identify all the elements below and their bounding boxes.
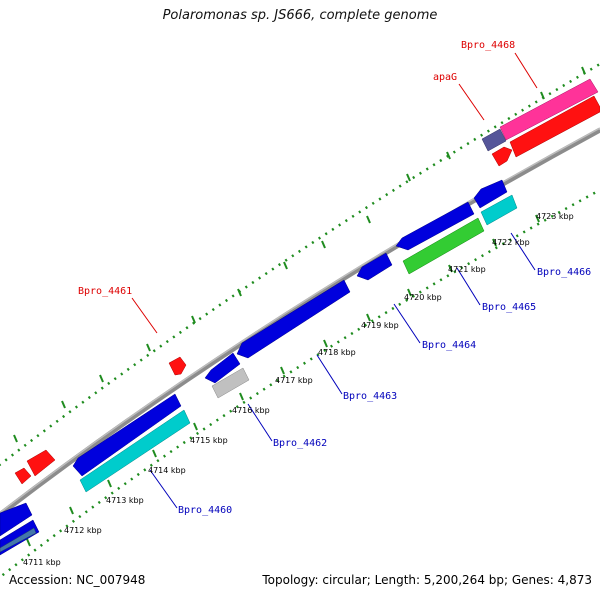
gene-feature[interactable] (79, 409, 191, 493)
gene-feature[interactable] (168, 356, 187, 376)
accession-text: Accession: NC_007948 (9, 573, 146, 587)
tick-label: 4722 kbp (492, 238, 530, 247)
tick-label: 4721 kbp (448, 265, 486, 274)
tick-label: 4718 kbp (318, 348, 356, 357)
forward-strand-genes (14, 78, 600, 485)
gene-labels: Bpro_4468 apaG Bpro_4461 Bpro_4466 Bpro_… (78, 40, 591, 516)
gene-feature[interactable] (211, 367, 250, 399)
inner-tick-marks (26, 214, 540, 547)
gene-feature[interactable] (481, 128, 507, 152)
gene-feature[interactable] (402, 217, 485, 275)
tick-label: 4714 kbp (148, 466, 186, 475)
gene-feature[interactable] (395, 201, 475, 251)
gene-feature[interactable] (499, 78, 599, 141)
gene-label[interactable]: Bpro_4465 (482, 302, 536, 313)
gene-feature[interactable] (236, 279, 351, 359)
tick-label: 4720 kbp (404, 293, 442, 302)
tick-label: 4719 kbp (361, 321, 399, 330)
gene-feature[interactable] (480, 194, 518, 226)
gene-feature[interactable] (204, 352, 241, 384)
gene-feature[interactable] (26, 449, 56, 477)
label-leader-lines (131, 52, 538, 509)
tick-label: 4723 kbp (536, 212, 574, 221)
gene-label[interactable]: apaG (433, 72, 457, 83)
tick-labels: 4711 kbp 4712 kbp 4713 kbp 4714 kbp 4715… (23, 212, 574, 567)
gene-feature[interactable] (0, 527, 37, 553)
gene-feature[interactable] (491, 146, 513, 167)
gene-feature[interactable] (356, 252, 393, 281)
reverse-strand-genes (0, 179, 518, 556)
tick-label: 4717 kbp (275, 376, 313, 385)
gene-feature[interactable] (473, 179, 508, 209)
outer-dotted-ring (0, 62, 600, 467)
gene-feature[interactable] (0, 502, 33, 537)
gene-label[interactable]: Bpro_4462 (273, 438, 327, 449)
gene-feature[interactable] (509, 95, 600, 158)
gene-label[interactable]: Bpro_4463 (343, 391, 397, 402)
gene-label[interactable]: Bpro_4466 (537, 267, 591, 278)
map-title: Polaromonas sp. JS666, complete genome (162, 8, 438, 23)
gene-label[interactable]: Bpro_4468 (461, 40, 515, 51)
genome-summary-text: Topology: circular; Length: 5,200,264 bp… (262, 573, 592, 587)
outer-tick-marks (13, 66, 586, 443)
gene-label[interactable]: Bpro_4461 (78, 286, 132, 297)
tick-label: 4712 kbp (64, 526, 102, 535)
gene-feature[interactable] (14, 467, 32, 485)
gene-label[interactable]: Bpro_4464 (422, 340, 476, 351)
tick-label: 4711 kbp (23, 558, 61, 567)
gene-label[interactable]: Bpro_4460 (178, 505, 232, 516)
gene-feature[interactable] (72, 393, 182, 477)
tick-label: 4713 kbp (106, 496, 144, 505)
tick-label: 4716 kbp (232, 406, 270, 415)
tick-label: 4715 kbp (190, 436, 228, 445)
inner-dotted-ring (0, 188, 600, 579)
